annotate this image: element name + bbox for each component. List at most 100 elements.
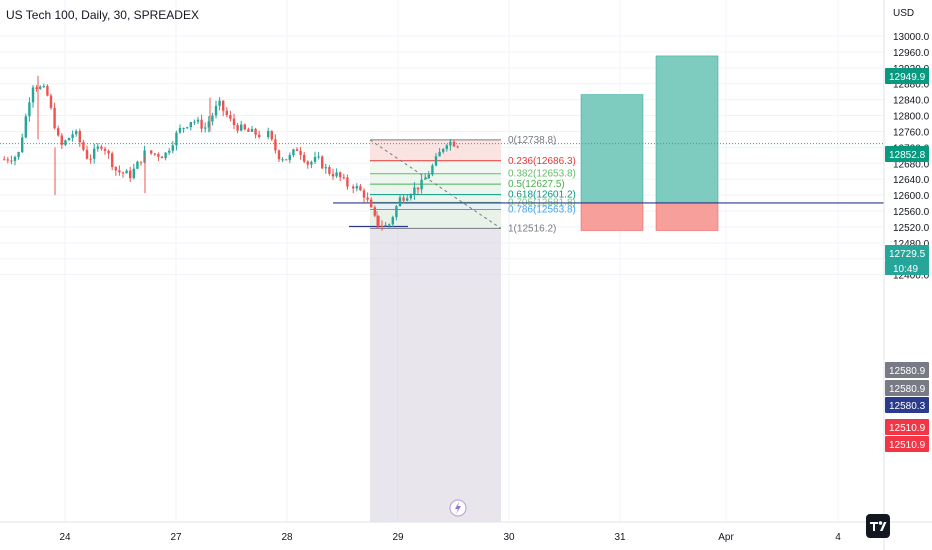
candle-body — [57, 128, 60, 136]
candle-body — [406, 198, 409, 201]
candle-body — [164, 152, 167, 159]
candle-body — [85, 149, 89, 159]
x-tick-label: 4 — [835, 532, 841, 543]
candle-body — [103, 148, 107, 151]
candle-body — [153, 153, 156, 155]
candle-body — [232, 118, 236, 126]
candle-body — [136, 161, 139, 169]
position-1-target-zone[interactable] — [580, 94, 644, 203]
candle-body — [96, 146, 99, 149]
candle-body — [247, 129, 250, 132]
candle-body — [295, 149, 299, 151]
candle-body — [178, 127, 182, 133]
candle-body — [258, 134, 261, 137]
y-tick-label: 12520.0 — [893, 223, 930, 234]
candle-body — [254, 128, 257, 135]
candle-body — [118, 170, 121, 173]
candle-body — [236, 125, 239, 131]
candle-body — [317, 156, 320, 158]
fib-trend-line — [369, 139, 502, 229]
fib-zone — [370, 202, 501, 210]
candle-body — [292, 149, 295, 156]
candle-body — [214, 105, 218, 116]
tradingview-logo-icon — [866, 514, 890, 538]
candle-body — [107, 150, 110, 154]
candle-body — [285, 159, 288, 161]
candle-body — [71, 134, 74, 139]
candle-body — [380, 225, 384, 227]
candle-body — [28, 102, 31, 117]
candle-body — [89, 158, 92, 160]
candle-body — [409, 194, 412, 199]
candle-body — [456, 146, 459, 148]
price-badge-label: 12510.9 — [889, 440, 926, 451]
position-2-target-zone[interactable] — [655, 55, 719, 203]
lightning-glyph — [455, 502, 461, 514]
candle-body — [78, 131, 81, 143]
candle-body — [211, 115, 214, 122]
candle-body — [111, 153, 114, 167]
y-tick-label: 12800.0 — [893, 112, 930, 123]
candle-body — [402, 197, 405, 201]
candle-body — [225, 110, 228, 116]
candle-body — [171, 145, 174, 151]
fib-level-label: 0.618(12601.2) — [508, 190, 576, 201]
candle-body — [207, 121, 210, 128]
candle-body — [449, 141, 452, 146]
x-tick-label: 27 — [170, 532, 182, 543]
chart-title: US Tech 100, Daily, 30, SPREADEX — [6, 8, 199, 22]
fib-level-label: 1(12516.2) — [508, 223, 556, 234]
price-badge — [885, 68, 929, 84]
candle-body — [21, 137, 24, 153]
candle-body — [39, 86, 42, 89]
candle-body — [150, 150, 153, 154]
candle-body — [186, 127, 189, 129]
x-tick-label: 29 — [392, 532, 404, 543]
candle-body — [281, 159, 284, 161]
candle-body — [267, 131, 270, 137]
candle-body — [229, 115, 232, 119]
candle-body — [270, 131, 273, 140]
candle-body — [182, 127, 185, 129]
candle-body — [427, 174, 430, 179]
candle-body — [398, 197, 402, 207]
price-badge — [885, 146, 929, 162]
price-badge — [885, 245, 929, 261]
candle-body — [434, 156, 438, 166]
fib-level-label: 0.786(12563.8) — [508, 204, 576, 215]
candle-body — [100, 146, 103, 149]
y-tick-label: 12960.0 — [893, 48, 930, 59]
position-2-stop-zone[interactable] — [655, 202, 719, 231]
currency-label: USD — [893, 8, 914, 19]
price-badge — [885, 419, 929, 435]
candle-body — [384, 225, 387, 227]
candle-body — [125, 170, 128, 174]
candle-body — [274, 139, 277, 151]
candle-body — [157, 153, 160, 157]
candle-body — [299, 150, 302, 155]
candle-body — [10, 160, 13, 162]
candle-body — [168, 150, 171, 153]
candle-body — [139, 161, 143, 163]
price-badge — [885, 380, 929, 396]
price-badge-label: 12729.5 — [889, 249, 926, 260]
candle-body — [24, 116, 27, 138]
x-tick-label: 31 — [614, 532, 626, 543]
candle-body — [452, 141, 456, 147]
candle-body — [335, 172, 338, 177]
candle-body — [46, 86, 49, 96]
candle-body — [13, 157, 17, 161]
candle-body — [424, 178, 427, 180]
candle-body — [346, 177, 349, 187]
price-badge-label: 12580.3 — [889, 401, 926, 412]
candle-body — [431, 165, 434, 175]
y-tick-label: 12640.0 — [893, 175, 930, 186]
candle-body — [3, 159, 6, 161]
candle-body — [324, 167, 327, 169]
candle-body — [121, 172, 125, 174]
candle-body — [395, 206, 398, 218]
y-tick-label: 13000.0 — [893, 32, 930, 43]
position-1-stop-zone[interactable] — [580, 202, 644, 231]
candle-body — [6, 159, 9, 161]
